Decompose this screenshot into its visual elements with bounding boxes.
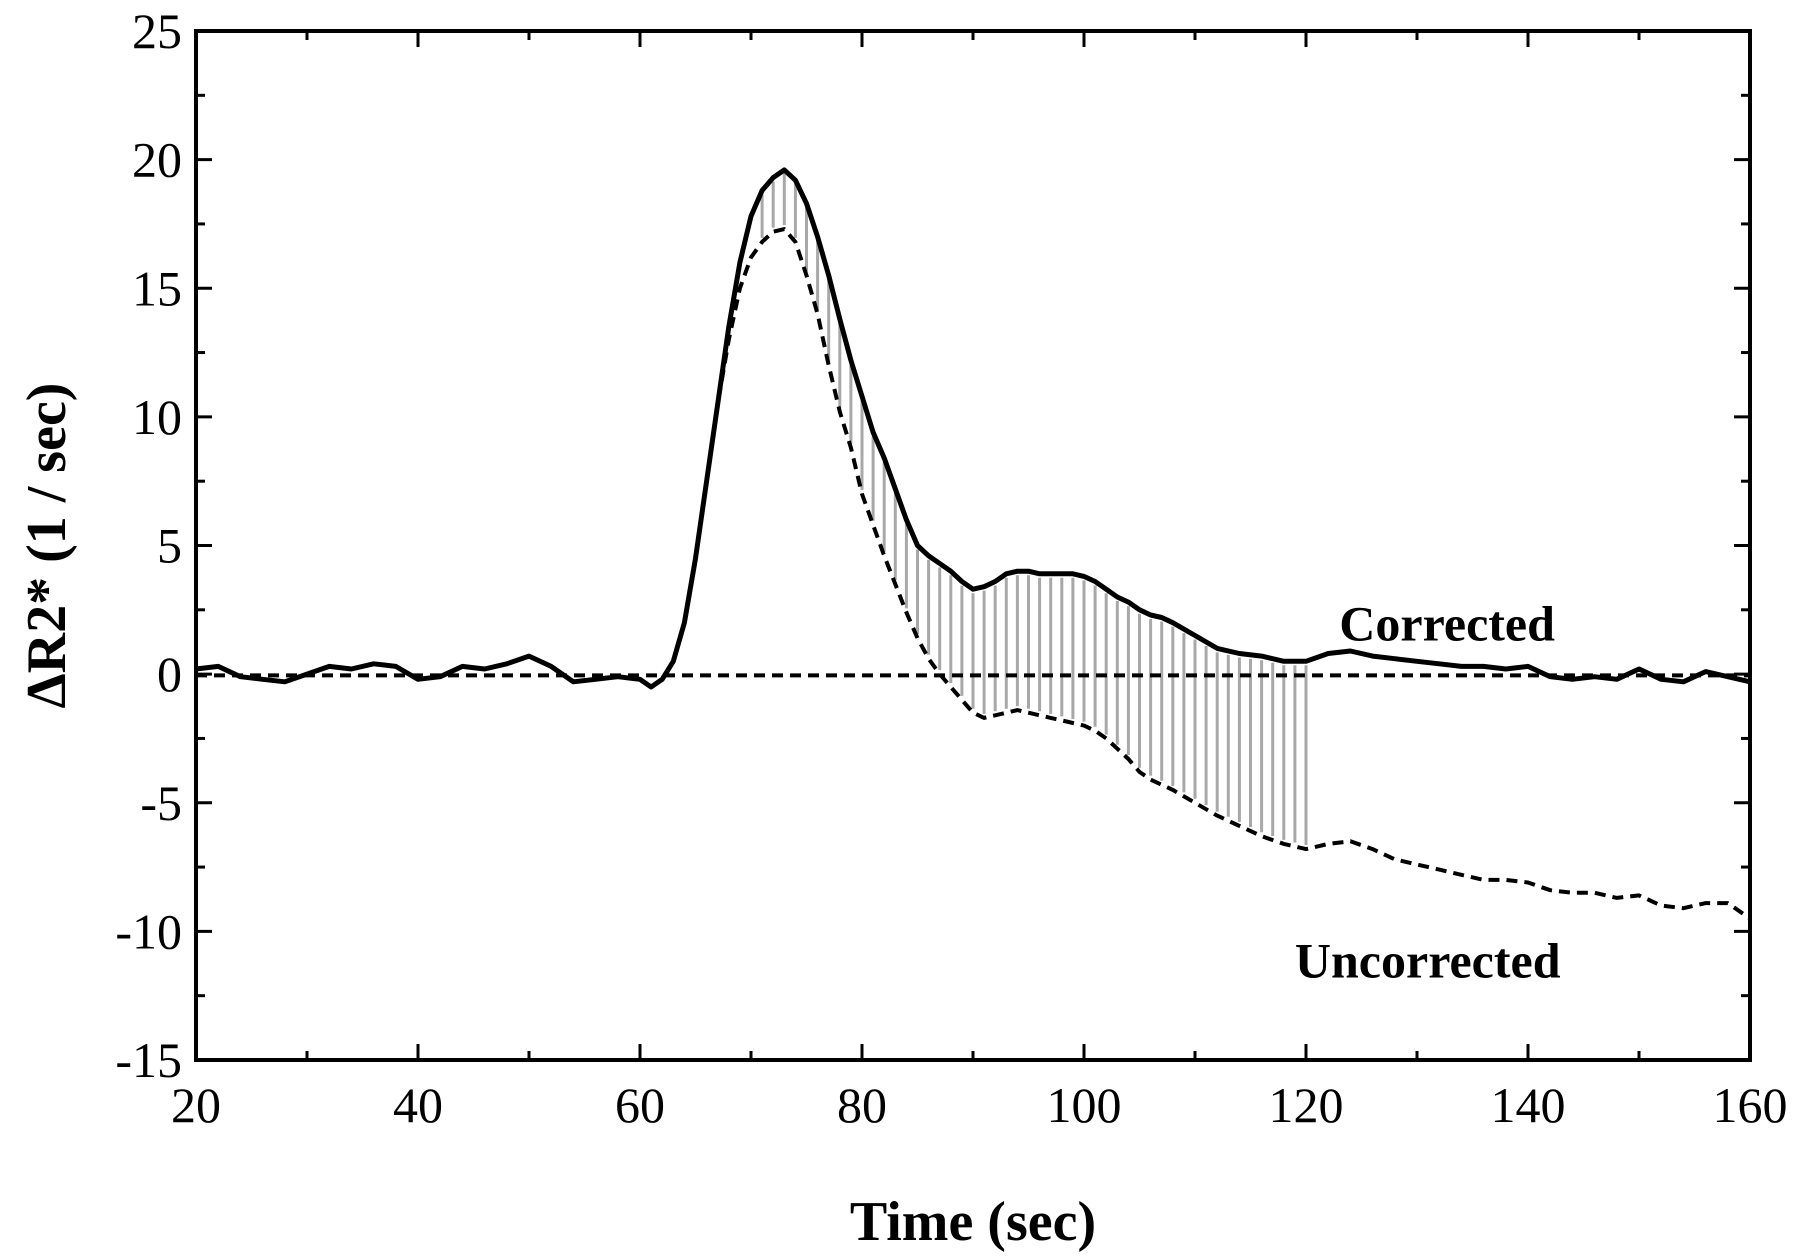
y-tick-label: 15: [132, 260, 182, 316]
x-tick-label: 40: [393, 1077, 443, 1133]
annotation-uncorrected: Uncorrected: [1295, 933, 1561, 989]
x-tick-label: 160: [1713, 1077, 1788, 1133]
x-tick-label: 120: [1269, 1077, 1344, 1133]
plot-frame: [194, 29, 1752, 1062]
x-tick-label: 60: [615, 1077, 665, 1133]
x-axis-label: Time (sec): [850, 1191, 1096, 1253]
series-layer: [195, 167, 1752, 921]
shaded-difference-region: [760, 173, 1308, 846]
y-tick-label: 20: [132, 132, 182, 188]
x-tick-label: 80: [837, 1077, 887, 1133]
y-tick-label: -5: [140, 775, 182, 831]
series-line-corrected: [195, 167, 1751, 690]
x-tick-label: 140: [1491, 1077, 1566, 1133]
tick-labels: 20 40 60 80 100 120 140 160 -15 -10 -5 0 5 10 15 20 25: [115, 3, 1787, 1133]
annotation-corrected: Corrected: [1339, 596, 1555, 652]
y-tick-label: 0: [157, 646, 182, 702]
y-tick-label: -15: [115, 1032, 182, 1088]
y-tick-label: 5: [157, 518, 182, 574]
x-tick-label: 100: [1047, 1077, 1122, 1133]
y-tick-label: 25: [132, 3, 182, 59]
y-axis-label: ΔR2* (1 / sec): [16, 383, 78, 709]
series-line-uncorrected: [660, 227, 1752, 921]
y-tick-label: -10: [115, 903, 182, 959]
x-tick-label: 20: [171, 1077, 221, 1133]
axis-ticks: [194, 29, 1752, 1062]
y-tick-label: 10: [132, 389, 182, 445]
